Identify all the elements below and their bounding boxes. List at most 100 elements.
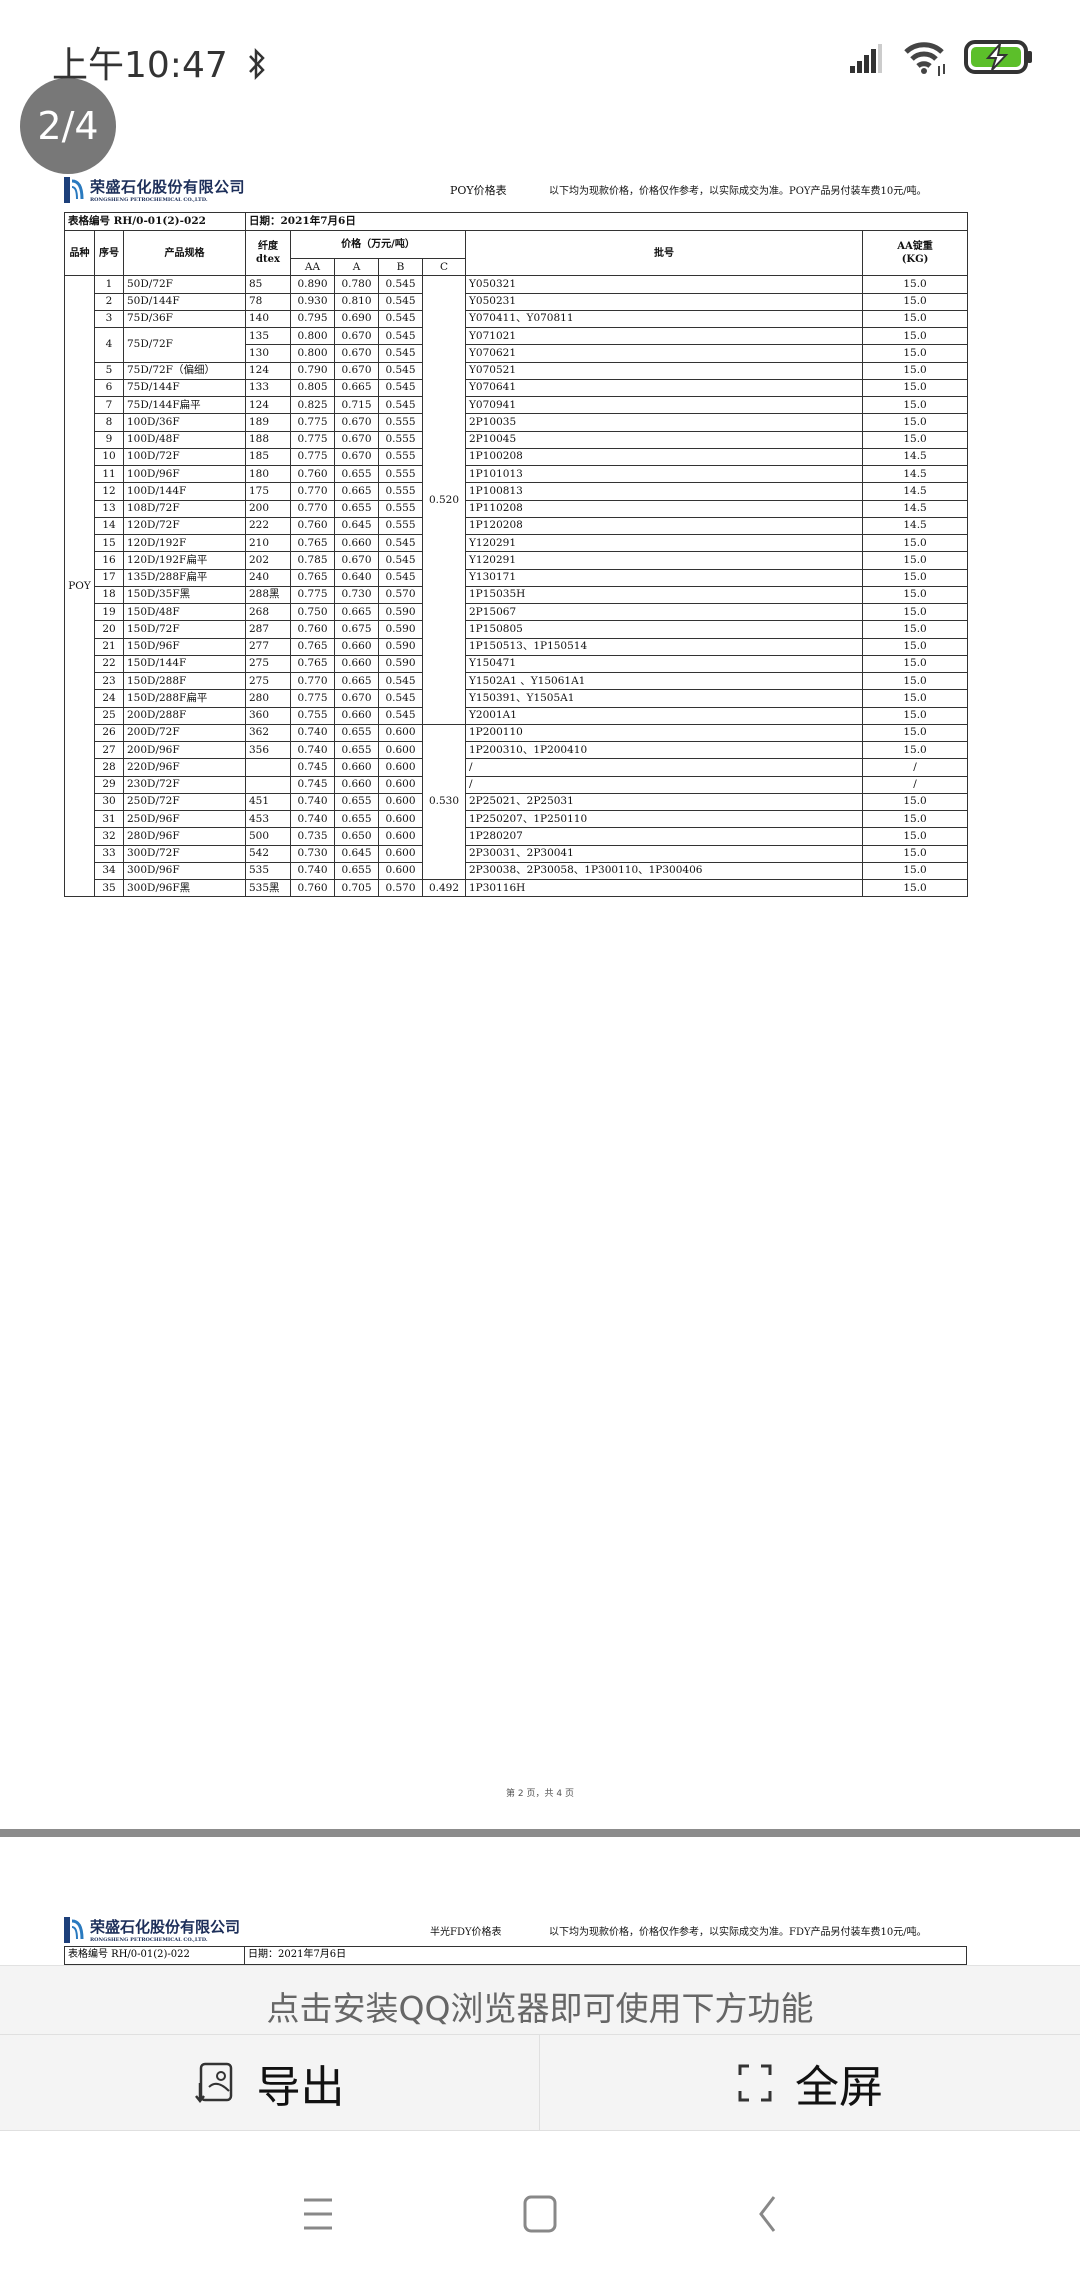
table-date: 日期：2021年7月6日: [244, 212, 969, 231]
home-icon[interactable]: [523, 2195, 557, 2233]
header-dtex: 纤度 dtex: [245, 229, 291, 277]
price-a-cell: 0.655: [334, 792, 379, 812]
weight-cell: 15.0: [861, 809, 969, 829]
dtex-cell: 135: [245, 326, 291, 346]
weight-cell: 14.5: [861, 516, 969, 536]
price-c-cell: 0.492: [422, 878, 466, 898]
dtex-cell: 189: [245, 413, 291, 432]
spec-cell: 100D/48F: [123, 430, 246, 449]
batch-cell: 1P200310、1P200410: [465, 740, 863, 760]
weight-cell: 15.0: [861, 827, 969, 846]
price-b-cell: 0.555: [378, 482, 423, 501]
company-name: 荣盛石化股份有限公司: [90, 1918, 241, 1936]
back-icon[interactable]: [756, 2195, 778, 2233]
price-b-cell: 0.570: [378, 585, 423, 605]
dtex-cell: 360: [245, 706, 291, 725]
fdy-price-note: 以下均为现款价格，价格仅作参考，以实际成交为准。FDY产品另付装车费10元/吨。: [549, 1927, 927, 1938]
price-b-cell: 0.545: [378, 395, 423, 415]
price-a-cell: 0.645: [334, 844, 379, 863]
table-row: 9 100D/48F 188 0.775 0.670 0.555 2P10045 15.0: [65, 430, 969, 449]
batch-cell: 1P250207、1P250110: [465, 809, 863, 829]
batch-cell: Y071021: [465, 326, 863, 346]
spec-cell: 150D/35F黑: [123, 585, 246, 605]
table-row: 23 150D/288F 275 0.770 0.665 0.545 Y1502A1 、Y1…: [65, 671, 969, 691]
price-a-cell: 0.715: [334, 395, 379, 415]
seq-cell: 13: [94, 499, 124, 518]
header-grade-a: A: [334, 257, 379, 277]
spec-cell: 120D/192F扁平: [123, 551, 246, 570]
price-a-cell: 0.655: [334, 809, 379, 829]
poy-price-table: 表格编号 RH/0-01(2)-022 日期：2021年7月6日 品种 序号 产…: [64, 212, 969, 898]
spec-cell: 50D/72F: [123, 275, 246, 294]
dtex-cell: 85: [245, 275, 291, 294]
spec-cell: 75D/144F: [123, 378, 246, 398]
header-grade-c: C: [422, 257, 466, 277]
price-b-cell: 0.545: [378, 292, 423, 311]
price-b-cell: 0.545: [378, 671, 423, 691]
table-row: 17 135D/288F扁平 240 0.765 0.640 0.545 Y130171 15…: [65, 568, 969, 587]
price-b-cell: 0.545: [378, 275, 423, 294]
fullscreen-label: 全屏: [795, 2061, 883, 2113]
weight-cell: 15.0: [861, 568, 969, 587]
batch-cell: Y070521: [465, 361, 863, 380]
weight-cell: 14.5: [861, 464, 969, 484]
batch-cell: 1P280207: [465, 827, 863, 846]
batch-cell: /: [465, 758, 863, 777]
seq-cell: 29: [94, 775, 124, 794]
spec-cell: 230D/72F: [123, 775, 246, 794]
weight-cell: 15.0: [861, 671, 969, 691]
price-aa-cell: 0.795: [290, 309, 335, 329]
seq-cell: 18: [94, 585, 124, 605]
dtex-cell: 130: [245, 344, 291, 363]
dtex-cell: 451: [245, 792, 291, 812]
table-row: 34 300D/96F 535 0.740 0.655 0.600 2P30038、2P30…: [65, 861, 969, 881]
price-aa-cell: 0.745: [290, 758, 335, 777]
price-a-cell: 0.660: [334, 775, 379, 794]
price-a-cell: 0.655: [334, 499, 379, 518]
price-b-cell: 0.545: [378, 568, 423, 587]
batch-cell: Y1502A1 、Y15061A1: [465, 671, 863, 691]
dtex-cell: 535黑: [245, 878, 291, 898]
spec-cell: 100D/144F: [123, 482, 246, 501]
batch-cell: Y120291: [465, 533, 863, 553]
seq-cell: 4: [94, 327, 124, 363]
spec-cell: 220D/96F: [123, 758, 246, 777]
price-a-cell: 0.660: [334, 533, 379, 553]
export-label: 导出: [256, 2061, 345, 2113]
price-b-cell: 0.600: [378, 740, 423, 760]
batch-cell: 2P10045: [465, 430, 863, 449]
fullscreen-button[interactable]: 全屏: [540, 2034, 1080, 2131]
header-weight: AA锭重 (KG): [861, 229, 969, 277]
menu-icon[interactable]: [302, 2197, 334, 2231]
batch-cell: 1P30116H: [465, 878, 863, 898]
seq-cell: 32: [94, 827, 124, 846]
batch-cell: 1P110208: [465, 499, 863, 518]
install-qq-browser-message[interactable]: 点击安装QQ浏览器即可使用下方功能: [266, 1989, 814, 2028]
table-row: 16 120D/192F扁平 202 0.785 0.670 0.545 Y120291 15…: [65, 551, 969, 570]
seq-cell: 21: [94, 637, 124, 656]
batch-cell: Y050321: [465, 275, 863, 294]
seq-cell: 24: [94, 689, 124, 708]
price-a-cell: 0.640: [334, 568, 379, 587]
spec-cell: 108D/72F: [123, 499, 246, 518]
table-row: 8 100D/36F 189 0.775 0.670 0.555 2P10035 15.0: [65, 413, 969, 432]
company-logo: 荣盛石化股份有限公司 RONGSHENG PETROCHEMICAL CO.,L…: [64, 1916, 240, 1943]
spec-cell: 150D/288F扁平: [123, 689, 246, 708]
weight-cell: 15.0: [861, 378, 969, 398]
price-aa-cell: 0.765: [290, 654, 335, 674]
spec-cell: 150D/96F: [123, 637, 246, 656]
price-a-cell: 0.660: [334, 706, 379, 725]
price-a-cell: 0.650: [334, 827, 379, 846]
export-button[interactable]: 导出: [0, 2034, 540, 2131]
variety-cell: POY: [64, 275, 95, 898]
price-aa-cell: 0.740: [290, 861, 335, 881]
dtex-cell: 453: [245, 809, 291, 829]
batch-cell: Y070641: [465, 378, 863, 398]
batch-cell: 1P100813: [465, 482, 863, 501]
batch-cell: Y130171: [465, 568, 863, 587]
price-aa-cell: 0.750: [290, 602, 335, 622]
table-row: 4 75D/72F 135 0.800 0.670 0.545 Y071021 15.0: [65, 326, 969, 363]
system-nav-bar: [0, 2131, 1080, 2280]
dtex-cell: 222: [245, 516, 291, 536]
batch-cell: Y050231: [465, 292, 863, 311]
